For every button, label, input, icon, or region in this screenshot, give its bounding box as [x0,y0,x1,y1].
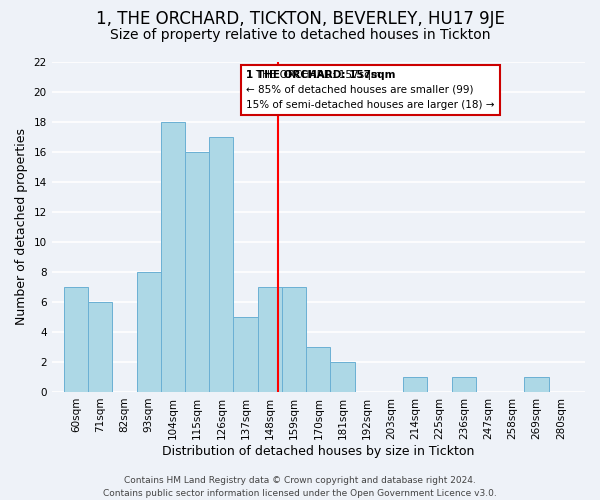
Text: Size of property relative to detached houses in Tickton: Size of property relative to detached ho… [110,28,490,42]
Bar [185,152,209,392]
Bar [331,362,355,392]
Bar [258,287,282,392]
Bar [403,377,427,392]
Bar [233,317,258,392]
Bar [161,122,185,392]
Text: 1, THE ORCHARD, TICKTON, BEVERLEY, HU17 9JE: 1, THE ORCHARD, TICKTON, BEVERLEY, HU17 … [95,10,505,28]
Bar [137,272,161,392]
Bar [524,377,548,392]
Bar [306,347,331,392]
Bar [209,136,233,392]
Y-axis label: Number of detached properties: Number of detached properties [15,128,28,325]
Text: 1 THE ORCHARD: 157sqm
← 85% of detached houses are smaller (99)
15% of semi-deta: 1 THE ORCHARD: 157sqm ← 85% of detached … [247,70,495,110]
Bar [64,287,88,392]
Bar [88,302,112,392]
Bar [452,377,476,392]
Text: Contains HM Land Registry data © Crown copyright and database right 2024.
Contai: Contains HM Land Registry data © Crown c… [103,476,497,498]
Text: 1 THE ORCHARD: 157sqm: 1 THE ORCHARD: 157sqm [247,70,396,80]
X-axis label: Distribution of detached houses by size in Tickton: Distribution of detached houses by size … [162,444,475,458]
Bar [282,287,306,392]
